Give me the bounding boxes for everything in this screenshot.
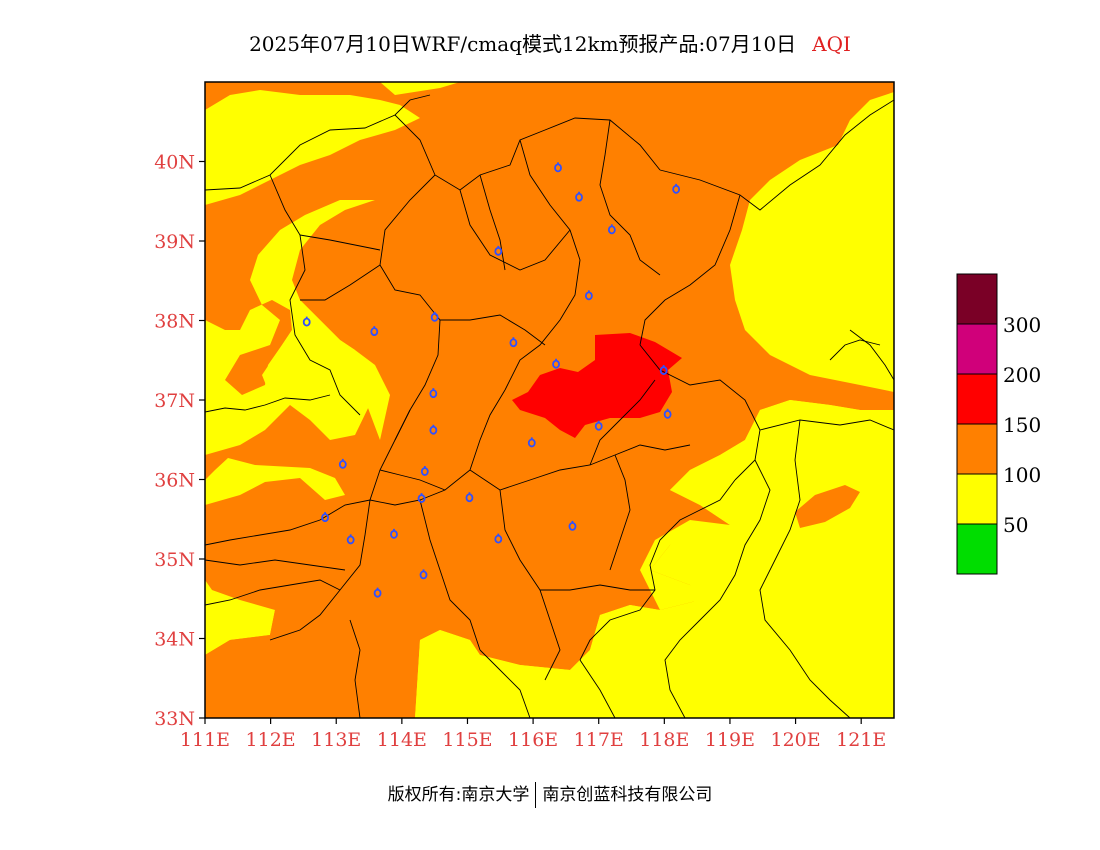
lon-tick-label: 118E [639,729,689,751]
city-station-marker [663,408,672,419]
admin-boundaries [205,94,894,718]
legend-label: 300 [1003,313,1041,337]
legend-color-box [956,273,998,325]
lon-tick-label: 112E [246,729,296,751]
latitude-axis: 33N 34N 35N 36N 37N 38N 39N 40N [154,152,205,730]
city-station-marker [429,424,438,435]
aqi-legend: 300 200 150 100 50 [956,273,1041,575]
aqi-level-151-200-region [512,333,682,438]
city-station-marker [594,420,603,431]
city-station-marker [659,365,668,375]
legend-color-box [956,473,998,525]
city-station-marker [575,191,583,202]
lon-tick-label: 114E [377,729,427,751]
city-station-markers [302,162,681,598]
city-station-marker [494,533,503,544]
city-station-marker [419,569,428,580]
lon-tick-label: 116E [508,729,558,751]
city-station-marker [672,183,681,194]
city-station-marker [417,493,426,503]
lon-tick-label: 117E [574,729,624,751]
lon-tick-label: 113E [311,729,361,751]
lon-tick-label: 121E [836,729,886,751]
city-station-marker [568,520,577,531]
aqi-level-51-100-region-east [640,400,894,718]
city-station-marker [527,437,536,448]
aqi-level-51-100-region-west [262,300,372,440]
lon-tick-label: 119E [705,729,755,751]
lon-tick-label: 115E [442,729,492,751]
city-station-marker [494,245,503,256]
title-main: 2025年07月10日WRF/cmaq模式12km预报产品:07月10日 [249,32,797,56]
copyright-footer: 版权所有:南京大学 南京创蓝科技有限公司 [0,780,1100,808]
lat-tick-label: 40N [154,152,195,174]
city-station-marker [509,337,518,348]
legend-color-box [956,373,998,425]
lon-tick-label: 120E [771,729,821,751]
legend-label: 150 [1003,413,1041,437]
lat-tick-label: 39N [154,231,195,253]
lat-tick-label: 36N [154,470,195,492]
legend-label: 200 [1003,363,1041,387]
lat-tick-label: 34N [154,629,195,651]
legend-label: 100 [1003,463,1041,487]
title-variable: AQI [812,32,851,56]
lat-tick-label: 35N [154,549,195,571]
city-station-marker [554,162,562,173]
city-station-marker [373,587,382,598]
city-station-marker [346,534,355,545]
legend-label: 50 [1003,513,1028,537]
copyright-separator [535,782,537,808]
city-station-marker [607,224,616,235]
aqi-level-101-150-region-offshore [795,485,860,528]
city-station-marker [302,316,311,327]
city-station-marker [370,326,379,337]
city-station-marker [429,388,438,399]
city-station-marker [430,311,439,322]
legend-color-box [956,323,998,375]
copyright-left: 版权所有:南京大学 [387,785,530,805]
copyright-right: 南京创蓝科技有限公司 [542,785,713,805]
lon-tick-label: 111E [180,729,230,751]
map-title: 2025年07月10日WRF/cmaq模式12km预报产品:07月10日 AQI [0,28,1100,57]
legend-color-box [956,523,998,575]
lat-tick-label: 33N [154,708,195,730]
city-station-marker [552,358,560,369]
city-station-marker [338,458,347,469]
lat-tick-label: 37N [154,390,195,412]
city-station-marker [584,290,593,301]
map-plot-area [205,82,894,718]
city-station-marker [390,528,398,539]
longitude-axis: 111E 112E 113E 114E 115E 116E 117E 118E 119E 120E… [180,718,886,751]
city-station-marker [420,466,429,476]
legend-color-box [956,423,998,475]
lat-tick-label: 38N [154,311,195,333]
aqi-level-101-150-region-southwest [205,600,415,718]
city-station-marker [321,512,329,523]
city-station-marker [465,492,474,503]
